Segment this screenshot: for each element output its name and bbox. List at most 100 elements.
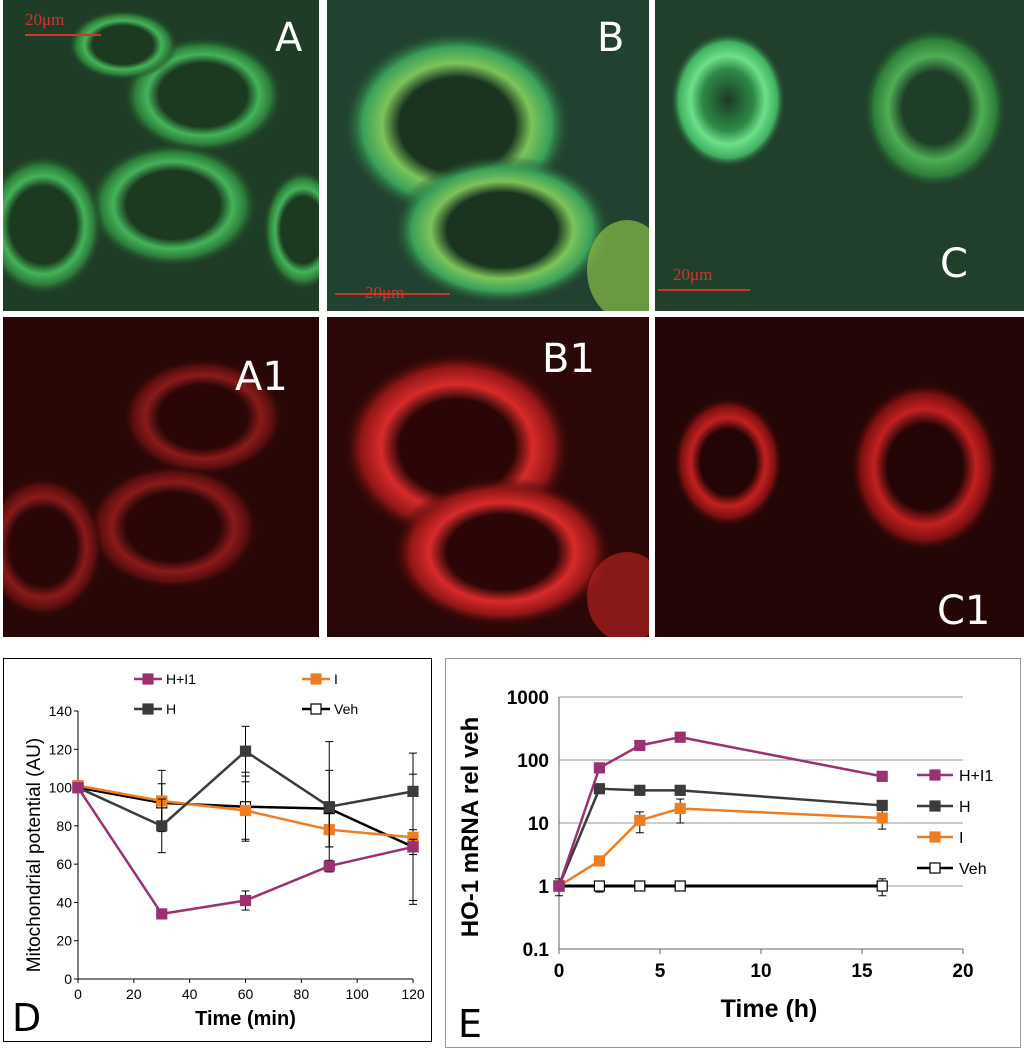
micrograph-b-image <box>327 0 649 311</box>
y-tick-label: 20 <box>56 933 72 949</box>
data-point-H+I1 <box>876 770 888 782</box>
micrograph-panel-c: 20μm C <box>655 0 1024 311</box>
micrograph-c1-image <box>655 317 1024 637</box>
chart-e-svg: 0.1 1 10 100 1000 0 5 10 15 20 Time (h) HO-1 mRNA r… <box>457 688 993 1046</box>
data-point-H <box>323 801 335 813</box>
data-point-H+I1 <box>634 739 646 752</box>
legend-marker-H+I1 <box>142 673 154 685</box>
y-tick-label: 1 <box>538 877 549 898</box>
x-tick-label: 20 <box>952 961 973 982</box>
legend-label-H+I1: H+I1 <box>166 671 196 687</box>
data-point-H <box>876 799 888 812</box>
legend-label-H: H <box>959 799 971 816</box>
series-line-I <box>558 807 883 888</box>
data-point-I <box>593 855 605 867</box>
legend-marker-Veh <box>929 862 941 874</box>
y-axis-title: Mitochondrial potential (AU) <box>24 738 45 972</box>
panel-label-a: A <box>275 15 303 61</box>
x-tick-label: 80 <box>294 986 310 1002</box>
legend-marker-I <box>310 673 322 685</box>
x-tick-label: 0 <box>74 986 82 1002</box>
scale-bar-b <box>335 293 450 295</box>
data-point-I <box>239 804 252 817</box>
data-point-H+I1 <box>593 762 605 774</box>
x-tick-label: 10 <box>750 961 771 982</box>
x-tick-label: 5 <box>655 961 666 982</box>
panel-label-b: B <box>597 15 625 61</box>
panel-label-a1: A1 <box>235 354 288 400</box>
scale-bar-label-a: 20μm <box>25 10 65 29</box>
data-point-I <box>674 802 686 815</box>
x-tick-label: 15 <box>851 961 873 982</box>
data-point-I <box>876 812 888 824</box>
x-tick-label: 20 <box>126 986 142 1002</box>
data-point-H+I1 <box>72 781 84 794</box>
data-point-H+I1 <box>239 894 252 907</box>
legend-marker-H <box>929 800 941 812</box>
legend-label-Veh: Veh <box>334 701 358 717</box>
micrograph-panel-a1: A1 <box>3 317 319 637</box>
legend-label-Veh: Veh <box>959 861 987 878</box>
x-tick-label: 60 <box>238 986 254 1002</box>
x-tick-label: 0 <box>554 961 565 982</box>
y-tick-label: 10 <box>528 814 549 835</box>
chart-panel-d: 0 20 40 60 80 100 120 140 0 20 40 60 80 100 120 Time (m… <box>3 658 432 1042</box>
scale-bar-label-c: 20μm <box>673 265 713 284</box>
micrograph-a-image <box>3 0 319 311</box>
micrograph-b1-image <box>327 317 649 637</box>
y-tick-label: 1000 <box>507 688 549 709</box>
data-point-H <box>634 784 646 796</box>
y-axis-title: HO-1 mRNA rel veh <box>457 717 484 938</box>
legend-marker-Veh <box>310 703 322 715</box>
y-tick-label: 80 <box>56 818 72 834</box>
chart-panel-e: 0.1 1 10 100 1000 0 5 10 15 20 Time (h) HO-1 mRNA r… <box>445 658 1021 1048</box>
data-point-I <box>634 814 646 826</box>
scale-bar-c <box>658 289 750 291</box>
series-line-H <box>557 787 883 887</box>
panel-label-d: D <box>12 996 41 1040</box>
panel-label-e: E <box>458 1002 482 1046</box>
scale-bar-label-b: 20μm <box>365 283 404 303</box>
data-point-Veh <box>593 880 605 892</box>
legend-marker-H <box>142 703 154 715</box>
panel-label-b1: B1 <box>542 336 595 382</box>
data-point-H <box>407 785 419 798</box>
y-tick-label: 0 <box>64 971 72 987</box>
micrograph-a1-image <box>3 317 319 637</box>
data-point-H+I1 <box>323 860 335 872</box>
data-point-H+I1 <box>407 841 419 853</box>
micrograph-panel-a: 20μm A <box>3 0 319 311</box>
y-tick-label: 0.1 <box>523 940 550 961</box>
y-tick-label: 120 <box>49 741 73 757</box>
data-point-Veh <box>674 880 686 892</box>
panel-label-c: C <box>940 241 968 287</box>
micrograph-panel-b: 20μm B <box>327 0 649 311</box>
scale-bar-a <box>25 34 101 36</box>
data-point-Veh <box>876 880 888 892</box>
micrograph-c-image <box>655 0 1024 311</box>
legend-label-I: I <box>334 671 338 687</box>
legend-label-I: I <box>959 830 963 847</box>
x-tick-label: 120 <box>401 986 425 1002</box>
y-tick-label: 60 <box>56 856 72 872</box>
x-tick-label: 40 <box>182 986 198 1002</box>
micrograph-panel-c1: C1 <box>655 317 1024 637</box>
data-point-H+I1 <box>674 731 686 743</box>
y-tick-label: 100 <box>49 780 73 796</box>
y-tick-label: 140 <box>49 703 73 719</box>
panel-label-c1: C1 <box>937 588 991 634</box>
legend-marker-I <box>929 831 941 843</box>
data-point-H <box>674 784 686 796</box>
micrograph-panel-b1: B1 <box>327 317 649 637</box>
x-axis-title: Time (min) <box>195 1008 296 1030</box>
x-axis-title: Time (h) <box>721 995 818 1023</box>
data-point-H+I1 <box>156 908 168 920</box>
data-point-H <box>156 820 168 832</box>
y-tick-label: 100 <box>517 751 549 772</box>
legend-label-H+I1: H+I1 <box>959 768 993 785</box>
legend-label-H: H <box>166 701 176 717</box>
x-tick-label: 100 <box>345 986 369 1002</box>
data-point-H <box>593 783 605 795</box>
legend-marker-H+I1 <box>929 769 941 781</box>
data-point-H <box>239 745 252 757</box>
